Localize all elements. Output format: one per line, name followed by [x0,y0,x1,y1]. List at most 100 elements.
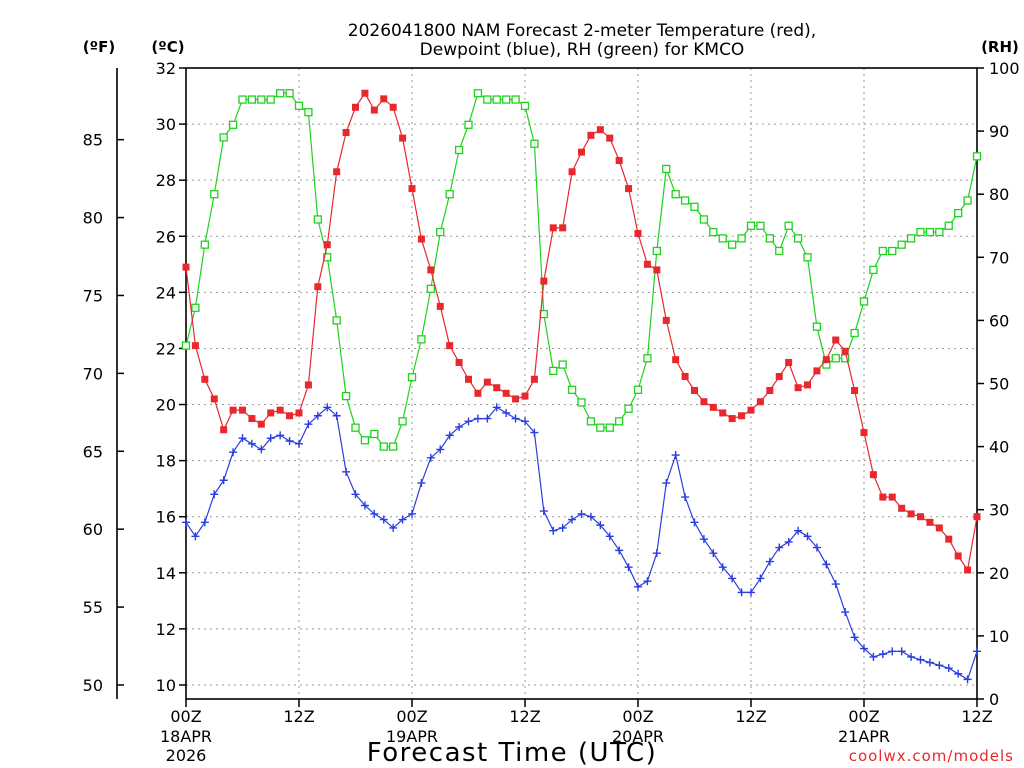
temperature-point [483,378,491,386]
dewpoint-point [671,451,680,460]
rh-point [219,133,228,142]
rh-point [200,240,209,249]
time-date-label: 18APR [160,727,212,746]
temperature-point [841,347,849,355]
temperature-point [973,513,981,521]
temperature-point [408,185,416,193]
celsius-tick-label: 10 [156,676,176,695]
rh-point [247,95,257,104]
rh-point [266,95,275,104]
rh-point [417,335,426,344]
dewpoint-point [850,633,859,642]
rh-point [445,190,454,199]
rh-point [596,423,605,432]
rh-point [492,95,501,104]
temperature-point [540,277,548,285]
rh-point [549,366,558,376]
rh-tick-label: 100 [989,59,1020,78]
dewpoint-point [586,512,595,521]
rh-point [407,373,417,382]
temperature-point [465,375,472,383]
temperature-point [662,316,670,324]
dewpoint-point [200,518,209,527]
dewpoint-point [342,467,351,476]
dewpoint-point [916,655,925,664]
rh-point [756,221,765,230]
time-tick-label: 12Z [283,707,314,726]
dewpoint-point [878,650,887,659]
dewpoint-point [643,577,652,586]
series-dewpoint [182,403,981,684]
dewpoint-point [492,403,501,412]
temperature-point [286,412,294,420]
temperature-point [822,356,830,364]
temperature-point [427,266,435,274]
dewpoint-point [379,515,388,524]
rh-point [737,234,746,243]
temperature-point [530,375,538,383]
dewpoint-point [596,521,605,530]
dewpoint-point [511,414,520,423]
time-date-label: 19APR [386,727,438,746]
temperature-point [436,302,444,310]
temperature-point [681,372,689,380]
dewpoint-point [191,532,200,541]
temperature-point [229,406,237,414]
dewpoint-point [389,523,398,532]
temperature-point [851,387,859,395]
celsius-axis-unit: (ºC) [151,38,184,56]
rh-point [502,95,511,104]
rh-tick-label: 80 [989,185,1009,204]
rh-point [389,442,398,451]
temperature-point [945,535,953,543]
rh-point [483,95,492,104]
time-date-label: 20APR [612,727,664,746]
dewpoint-point [398,515,407,524]
dewpoint-point [615,546,624,555]
dewpoint-point [276,431,285,440]
temperature-point [860,429,868,437]
temperature-point [898,504,906,512]
rh-point [360,436,370,445]
rh-point [850,328,859,338]
rh-point [841,354,850,363]
temperature-point [370,106,378,114]
rh-point [520,101,530,111]
temperature-point [879,493,887,501]
temperature-point [738,412,746,420]
rh-tick-label: 90 [989,122,1009,141]
celsius-tick-label: 32 [156,59,176,78]
temperature-point [295,409,303,417]
rh-point [775,246,784,256]
rh-tick-label: 60 [989,311,1009,330]
time-tick-label: 12Z [735,707,766,726]
dewpoint-line [185,406,978,681]
dewpoint-point [210,490,219,499]
dewpoint-point [436,445,445,454]
time-tick-label: 00Z [622,707,653,726]
dewpoint-point [784,537,793,546]
dewpoint-point [954,669,963,678]
time-tick-label: 12Z [961,707,992,726]
rh-tick-label: 30 [989,501,1009,520]
rh-tick-label: 70 [989,248,1009,267]
dewpoint-point [360,501,369,510]
credit-text: coolwx.com/models [849,747,1014,765]
rh-tick-label: 50 [989,375,1009,394]
dewpoint-point [747,588,755,597]
temperature-point [182,263,190,271]
dewpoint-point [690,518,699,527]
rh-point [285,89,294,98]
dewpoint-point [803,532,812,541]
dewpoint-point [841,608,850,617]
temperature-point [446,342,454,350]
temperature-point [615,157,623,165]
celsius-tick-label: 26 [156,227,176,246]
dewpoint-point [549,526,558,535]
rh-point [699,215,709,224]
temperature-point [907,510,915,518]
dewpoint-point [445,431,454,440]
rh-point [398,417,407,426]
chart-title-line1: 2026041800 NAM Forecast 2-meter Temperat… [348,21,816,41]
